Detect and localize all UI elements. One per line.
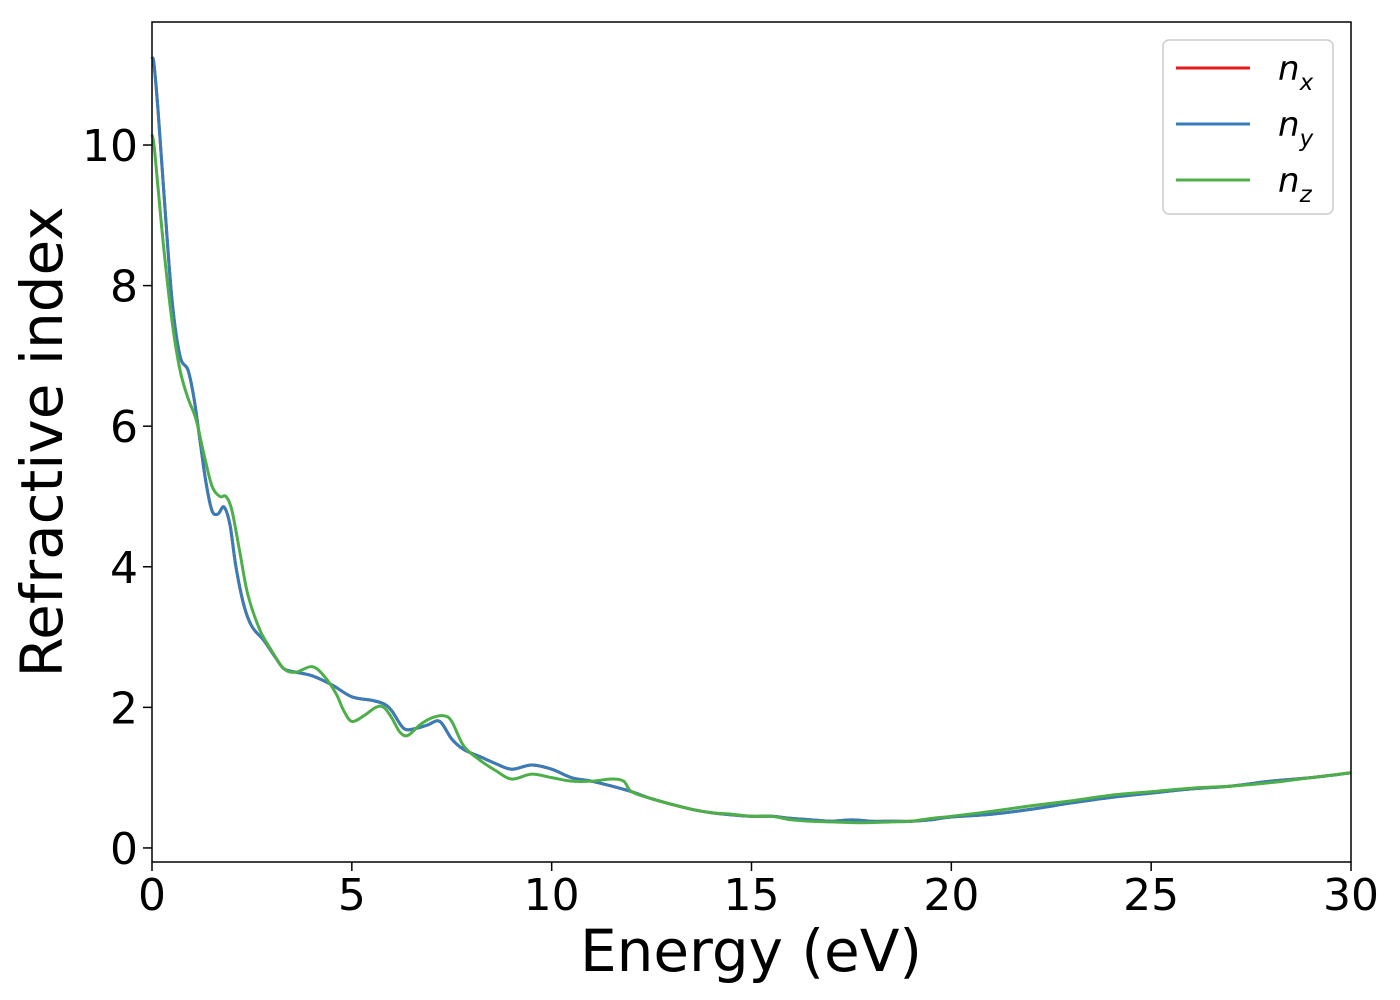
x-tick-label: 5 [338,870,366,921]
x-axis-label: Energy (eV) [580,917,922,985]
y-tick-label: 6 [110,402,138,453]
x-tick-label: 20 [923,870,979,921]
x-axis: 0 5 10 15 20 25 30 [138,862,1379,921]
legend-label-n-x: nx [1278,49,1314,96]
legend-label-n-z: nz [1278,161,1313,208]
y-tick-label: 8 [110,262,138,313]
y-tick-label: 10 [82,121,138,172]
legend-label-subscript: y [1299,126,1314,152]
legend-label-subscript: x [1299,70,1314,96]
legend-box [1162,39,1334,215]
legend-label-base: n [1278,161,1300,201]
y-tick-label: 4 [110,543,138,594]
y-tick-label: 0 [110,824,138,875]
x-tick-label: 0 [138,870,166,921]
legend-label-n-y: ny [1278,105,1314,152]
series-layer [150,55,1352,825]
series-line-n-z [150,134,1352,825]
x-tick-label: 10 [524,870,580,921]
x-tick-label: 30 [1323,870,1379,921]
legend-label-base: n [1278,105,1300,145]
y-tick-label: 2 [110,683,138,734]
y-axis-label: Refractive index [8,206,76,677]
legend-label-base: n [1278,49,1300,89]
x-tick-label: 25 [1123,870,1179,921]
legend-label-subscript: z [1299,182,1313,208]
y-axis: 0 2 4 6 8 10 [82,121,152,875]
x-tick-label: 15 [724,870,780,921]
